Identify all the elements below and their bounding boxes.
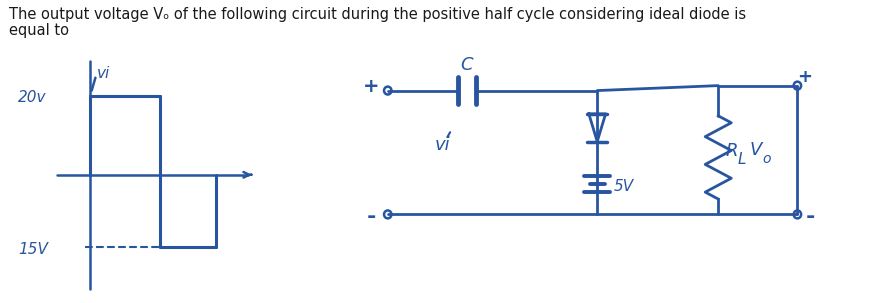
Text: +: + (797, 68, 812, 86)
Text: equal to: equal to (9, 23, 69, 38)
Text: The output voltage Vₒ of the following circuit during the positive half cycle co: The output voltage Vₒ of the following c… (9, 7, 746, 22)
Text: -: - (805, 207, 815, 227)
Text: 20v: 20v (19, 90, 47, 105)
Text: 5V: 5V (614, 179, 634, 194)
Text: 15V: 15V (19, 241, 48, 257)
Text: o: o (762, 152, 771, 166)
Text: C: C (461, 56, 473, 74)
Text: +: + (362, 77, 379, 96)
Text: R: R (726, 142, 738, 161)
Text: vi: vi (97, 66, 110, 81)
Text: -: - (366, 207, 376, 227)
Text: L: L (738, 152, 746, 167)
Text: vi: vi (434, 136, 450, 154)
Text: V: V (750, 141, 762, 158)
